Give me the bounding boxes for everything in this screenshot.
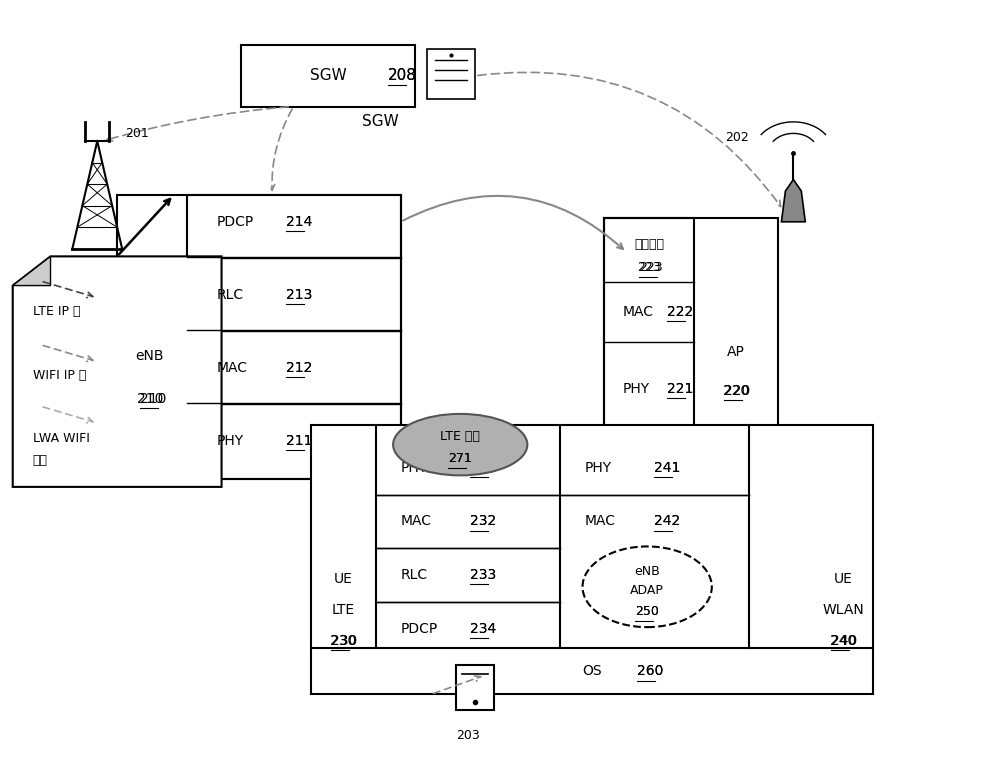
Text: MAC: MAC xyxy=(585,515,616,529)
Polygon shape xyxy=(13,256,51,286)
Text: UE: UE xyxy=(834,572,853,586)
Text: 210: 210 xyxy=(140,392,166,406)
Text: eNB: eNB xyxy=(136,349,164,363)
Text: 222: 222 xyxy=(667,305,693,319)
Text: 260: 260 xyxy=(637,664,663,678)
Text: 211: 211 xyxy=(286,433,313,448)
Text: 241: 241 xyxy=(654,461,681,474)
Text: PHY: PHY xyxy=(401,461,428,474)
Bar xyxy=(604,218,694,448)
Text: 214: 214 xyxy=(286,214,313,229)
Text: WLAN: WLAN xyxy=(822,603,864,617)
Text: 220: 220 xyxy=(723,384,749,398)
Text: MAC: MAC xyxy=(217,361,248,375)
Text: 271: 271 xyxy=(448,452,472,465)
Text: 221: 221 xyxy=(667,382,693,396)
Text: OS: OS xyxy=(582,664,602,678)
Text: PHY: PHY xyxy=(622,382,649,396)
Text: 数据链路: 数据链路 xyxy=(634,238,664,252)
Text: LTE IP 流: LTE IP 流 xyxy=(33,305,80,318)
Text: 203: 203 xyxy=(456,729,480,742)
Text: 212: 212 xyxy=(286,361,313,375)
Text: 214: 214 xyxy=(286,214,313,229)
Text: 240: 240 xyxy=(831,634,857,648)
Text: 240: 240 xyxy=(830,634,856,648)
Text: 222: 222 xyxy=(667,305,693,319)
Text: MAC: MAC xyxy=(401,515,432,529)
Text: 223: 223 xyxy=(639,262,663,275)
Text: 231: 231 xyxy=(470,461,497,474)
Text: eNB: eNB xyxy=(634,565,660,578)
Text: SGW: SGW xyxy=(362,115,399,129)
Text: 241: 241 xyxy=(654,461,681,474)
Text: 250: 250 xyxy=(635,605,659,618)
Text: 223: 223 xyxy=(637,262,661,275)
Text: 233: 233 xyxy=(470,568,496,582)
Bar xyxy=(311,426,873,694)
Text: 260: 260 xyxy=(637,664,663,678)
Text: PDCP: PDCP xyxy=(401,622,438,636)
Text: 208: 208 xyxy=(388,68,417,84)
Text: 202: 202 xyxy=(725,131,749,144)
Polygon shape xyxy=(13,256,222,487)
Text: UE: UE xyxy=(333,572,352,586)
Text: ADAP: ADAP xyxy=(630,584,664,597)
Polygon shape xyxy=(781,180,805,222)
Text: RLC: RLC xyxy=(401,568,428,582)
Text: 201: 201 xyxy=(125,127,149,140)
Text: 213: 213 xyxy=(286,288,313,302)
Bar xyxy=(117,195,401,479)
Text: PHY: PHY xyxy=(217,433,244,448)
Text: 242: 242 xyxy=(654,515,680,529)
Text: PDCP: PDCP xyxy=(217,214,254,229)
Text: 230: 230 xyxy=(330,634,356,648)
Text: 231: 231 xyxy=(470,461,497,474)
Bar xyxy=(427,49,475,99)
Text: PHY: PHY xyxy=(585,461,612,474)
Text: LTE 链路: LTE 链路 xyxy=(440,430,480,444)
Ellipse shape xyxy=(583,546,712,627)
Text: 211: 211 xyxy=(286,433,313,448)
Text: 221: 221 xyxy=(667,382,693,396)
Text: 220: 220 xyxy=(724,384,750,398)
Text: 232: 232 xyxy=(470,515,496,529)
Text: 210: 210 xyxy=(137,392,163,406)
Text: 230: 230 xyxy=(331,634,357,648)
Text: LTE: LTE xyxy=(331,603,354,617)
Bar xyxy=(187,195,401,479)
Text: AP: AP xyxy=(727,345,745,359)
Text: 271: 271 xyxy=(448,452,472,465)
Text: 234: 234 xyxy=(470,622,496,636)
Text: 234: 234 xyxy=(470,622,496,636)
Text: SGW: SGW xyxy=(310,68,346,84)
Text: LWA WIFI: LWA WIFI xyxy=(33,432,89,445)
Text: 250: 250 xyxy=(635,605,659,618)
Bar xyxy=(456,665,494,710)
Text: MAC: MAC xyxy=(622,305,653,319)
Text: 232: 232 xyxy=(470,515,496,529)
Text: 233: 233 xyxy=(470,568,496,582)
Text: 链路: 链路 xyxy=(33,454,48,467)
Text: 242: 242 xyxy=(654,515,680,529)
Text: 208: 208 xyxy=(388,68,417,84)
Bar xyxy=(241,45,415,107)
Text: 213: 213 xyxy=(286,288,313,302)
Text: 212: 212 xyxy=(286,361,313,375)
Text: WIFI IP 流: WIFI IP 流 xyxy=(33,369,86,382)
Bar xyxy=(604,218,778,448)
Ellipse shape xyxy=(393,414,527,475)
Text: RLC: RLC xyxy=(217,288,244,302)
